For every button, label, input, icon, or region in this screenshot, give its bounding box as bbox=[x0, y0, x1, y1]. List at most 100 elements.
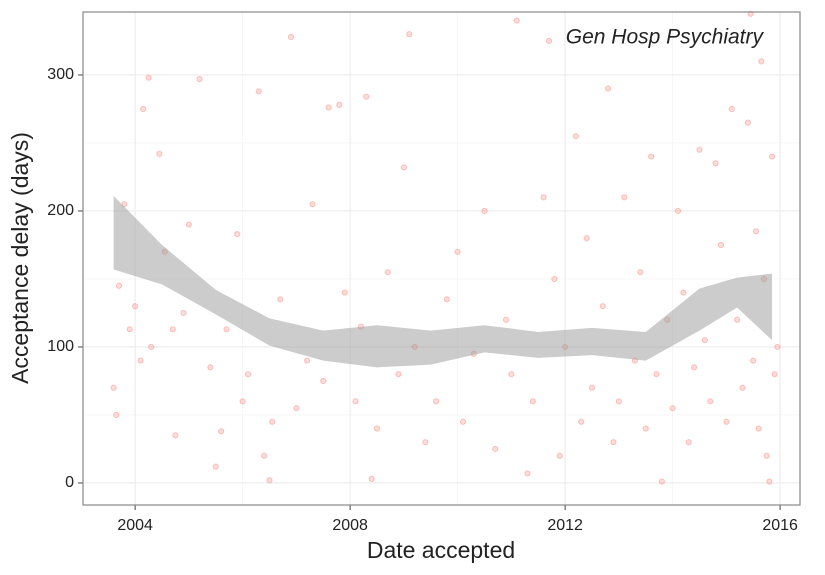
x-axis-title: Date accepted bbox=[367, 537, 515, 563]
point bbox=[234, 230, 241, 238]
point bbox=[545, 37, 553, 45]
point bbox=[433, 398, 440, 405]
point bbox=[768, 153, 776, 160]
point bbox=[599, 303, 606, 310]
point bbox=[524, 470, 531, 477]
point bbox=[110, 384, 117, 391]
point bbox=[352, 398, 359, 405]
point bbox=[556, 452, 563, 459]
point bbox=[734, 316, 741, 323]
point bbox=[137, 357, 144, 364]
point bbox=[744, 119, 751, 126]
point bbox=[196, 75, 203, 83]
point bbox=[669, 405, 676, 412]
x-tick-label: 2016 bbox=[762, 517, 798, 534]
point bbox=[218, 428, 225, 435]
point bbox=[758, 58, 765, 65]
point bbox=[454, 248, 461, 255]
point bbox=[750, 357, 757, 364]
point bbox=[132, 303, 139, 310]
point bbox=[610, 439, 617, 446]
point bbox=[674, 207, 682, 215]
point bbox=[169, 326, 176, 333]
point bbox=[140, 105, 147, 113]
point bbox=[293, 405, 300, 412]
point bbox=[395, 371, 402, 378]
x-tick-label: 2004 bbox=[117, 517, 153, 534]
point bbox=[648, 153, 655, 160]
point bbox=[653, 371, 660, 378]
point bbox=[309, 201, 316, 208]
point bbox=[492, 445, 499, 453]
point bbox=[752, 228, 760, 235]
point bbox=[712, 160, 719, 167]
point bbox=[156, 150, 163, 157]
point bbox=[223, 326, 230, 333]
point bbox=[113, 411, 120, 419]
point bbox=[172, 432, 179, 439]
point bbox=[766, 478, 773, 485]
point bbox=[336, 101, 343, 108]
point bbox=[148, 343, 155, 351]
y-tick-label: 100 bbox=[47, 338, 74, 355]
point bbox=[774, 343, 781, 351]
point bbox=[691, 364, 698, 371]
point bbox=[304, 357, 311, 364]
point bbox=[422, 439, 429, 446]
point bbox=[513, 17, 520, 24]
x-tick-label: 2008 bbox=[332, 517, 368, 534]
point bbox=[255, 88, 262, 95]
point bbox=[266, 477, 273, 484]
point bbox=[578, 418, 585, 425]
confidence-band bbox=[113, 196, 773, 368]
point bbox=[207, 364, 214, 371]
point bbox=[707, 398, 714, 405]
point bbox=[384, 269, 391, 276]
point bbox=[406, 31, 413, 38]
point bbox=[583, 235, 590, 242]
point bbox=[368, 475, 375, 482]
point bbox=[325, 104, 332, 111]
point bbox=[717, 241, 725, 249]
point bbox=[615, 398, 622, 405]
point bbox=[701, 337, 708, 344]
annotation: Gen Hosp Psychiatry bbox=[566, 26, 765, 49]
point bbox=[180, 309, 187, 317]
point bbox=[502, 316, 510, 323]
y-tick-label: 200 bbox=[47, 202, 74, 219]
point bbox=[185, 221, 192, 228]
point bbox=[642, 425, 649, 432]
point bbox=[540, 194, 547, 201]
point bbox=[529, 398, 536, 405]
point bbox=[763, 452, 770, 459]
point bbox=[680, 289, 687, 296]
point bbox=[572, 133, 579, 140]
point bbox=[508, 371, 515, 378]
point bbox=[739, 384, 746, 391]
point bbox=[728, 105, 735, 113]
point bbox=[244, 371, 252, 378]
point bbox=[261, 452, 268, 459]
point bbox=[239, 398, 246, 405]
point bbox=[126, 326, 133, 333]
point bbox=[685, 439, 692, 446]
x-tick-label: 2012 bbox=[547, 517, 583, 534]
point bbox=[605, 85, 612, 92]
point bbox=[723, 418, 730, 425]
point bbox=[588, 384, 596, 391]
point bbox=[459, 418, 467, 425]
y-axis-title: Acceptance delay (days) bbox=[7, 132, 33, 384]
point bbox=[287, 33, 295, 40]
point bbox=[277, 296, 284, 303]
point bbox=[551, 275, 558, 283]
point bbox=[658, 478, 665, 485]
y-tick-label: 300 bbox=[47, 66, 74, 83]
point bbox=[400, 164, 407, 171]
point bbox=[320, 377, 327, 385]
point bbox=[341, 289, 348, 296]
plot-border bbox=[82, 11, 801, 506]
y-tick-label: 0 bbox=[65, 474, 74, 491]
point bbox=[637, 269, 644, 276]
point bbox=[771, 371, 778, 378]
